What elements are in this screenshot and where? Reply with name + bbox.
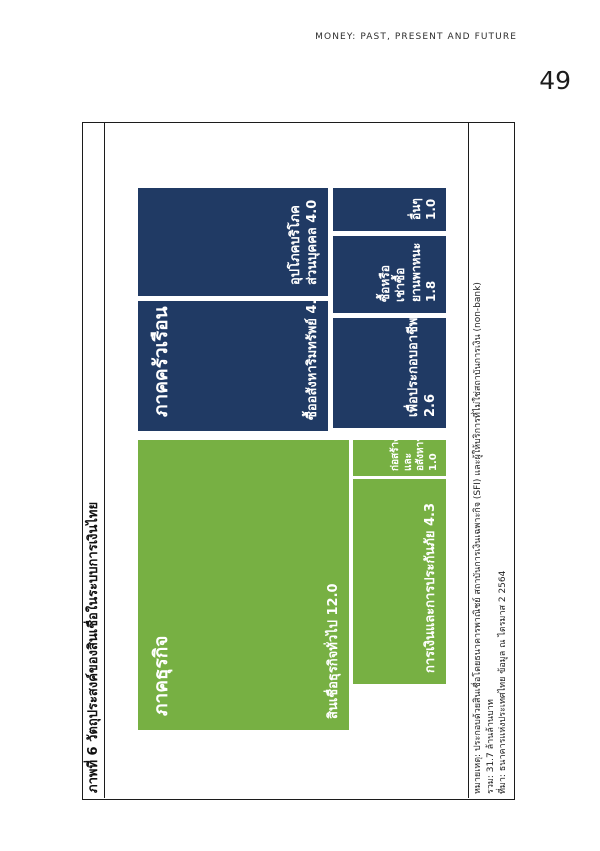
label-line: 1.0 bbox=[428, 453, 440, 471]
label-line: ยานพาหนะ bbox=[408, 242, 423, 302]
running-header: MONEY: PAST, PRESENT AND FUTURE bbox=[315, 32, 517, 42]
block-label-others: อื่นๆ 1.0 bbox=[409, 198, 440, 220]
note-composition: หมายเหตุ: ประกอบด้วยสินเชื่อโดยธนาคารพาณ… bbox=[473, 282, 483, 794]
label-line: ซื้อหรือ bbox=[377, 265, 392, 302]
treemap-block-others: อื่นๆ 1.0 bbox=[333, 188, 446, 231]
figure-notes: หมายเหตุ: ประกอบด้วยสินเชื่อโดยธนาคารพาณ… bbox=[468, 123, 513, 798]
figure-box: ภาพที่ 6 วัตถุประสงค์ของสินเชื่อในระบบกา… bbox=[82, 122, 515, 800]
block-label-finance-and-insurance: การเงินและการประกันภัย 4.3 bbox=[423, 502, 439, 673]
rotated-figure-content: ภาพที่ 6 วัตถุประสงค์ของสินเชื่อในระบบกา… bbox=[83, 123, 513, 798]
label-line: อุปโภคบริโภค bbox=[288, 205, 304, 285]
label-line: เช่าซื้อ bbox=[393, 267, 408, 302]
block-label-vehicle-purchase: ซื้อหรือ เช่าซื้อ ยานพาหนะ 1.8 bbox=[378, 243, 440, 302]
block-label-occupation: เพื่อประกอบอาชีพ 2.6 bbox=[406, 318, 440, 417]
note-source: ที่มา: ธนาคารแห่งประเทศไทย ข้อมูล ณ ไตรม… bbox=[498, 570, 508, 794]
note-total: รวม: 31.7 ล้านล้านบาท bbox=[485, 699, 496, 794]
label-line: อสังหาฯ bbox=[415, 436, 427, 471]
treemap-block-occupation: เพื่อประกอบอาชีพ 2.6 bbox=[333, 318, 446, 428]
treemap-block-general-business-loans: ภาคธุรกิจ สินเชื่อธุรกิจทั่วไป 12.0 bbox=[138, 440, 349, 730]
treemap-block-finance-and-insurance: การเงินและการประกันภัย 4.3 bbox=[353, 479, 446, 684]
sector-label-business: ภาคธุรกิจ bbox=[150, 635, 172, 716]
treemap-block-real-estate-purchase: ภาคครัวเรือน ซื้ออสังหาริมทรัพย์ 4.9 bbox=[138, 291, 328, 431]
block-label-general-business-loans: สินเชื่อธุรกิจทั่วไป 12.0 bbox=[326, 583, 342, 719]
block-label-construction-and-real-estate: ก่อสร้าง และ อสังหาฯ 1.0 bbox=[390, 436, 441, 471]
treemap-block-construction-and-real-estate: ก่อสร้าง และ อสังหาฯ 1.0 bbox=[353, 436, 446, 476]
page-number: 49 bbox=[539, 66, 571, 95]
label-line: อื่นๆ bbox=[408, 198, 423, 220]
sector-label-household: ภาคครัวเรือน bbox=[150, 306, 172, 417]
label-line: 2.6 bbox=[423, 393, 439, 417]
block-label-real-estate-purchase: ซื้ออสังหาริมทรัพย์ 4.9 bbox=[305, 290, 321, 420]
block-label-personal-consumption: อุปโภคบริโภค ส่วนบุคคล 4.0 bbox=[288, 200, 322, 285]
label-line: ส่วนบุคคล 4.0 bbox=[305, 199, 321, 285]
label-line: 1.0 bbox=[424, 198, 439, 220]
treemap-block-personal-consumption: อุปโภคบริโภค ส่วนบุคคล 4.0 bbox=[138, 188, 328, 296]
figure-title: ภาพที่ 6 วัตถุประสงค์ของสินเชื่อในระบบกา… bbox=[83, 123, 105, 798]
treemap-block-vehicle-purchase: ซื้อหรือ เช่าซื้อ ยานพาหนะ 1.8 bbox=[333, 236, 446, 313]
treemap-chart: ภาคธุรกิจ สินเชื่อธุรกิจทั่วไป 12.0 ภาคค… bbox=[105, 123, 468, 798]
label-line: เพื่อประกอบอาชีพ bbox=[406, 317, 422, 417]
label-line: ก่อสร้าง bbox=[389, 436, 401, 471]
label-line: และ bbox=[402, 453, 414, 471]
label-line: 1.8 bbox=[424, 280, 439, 302]
